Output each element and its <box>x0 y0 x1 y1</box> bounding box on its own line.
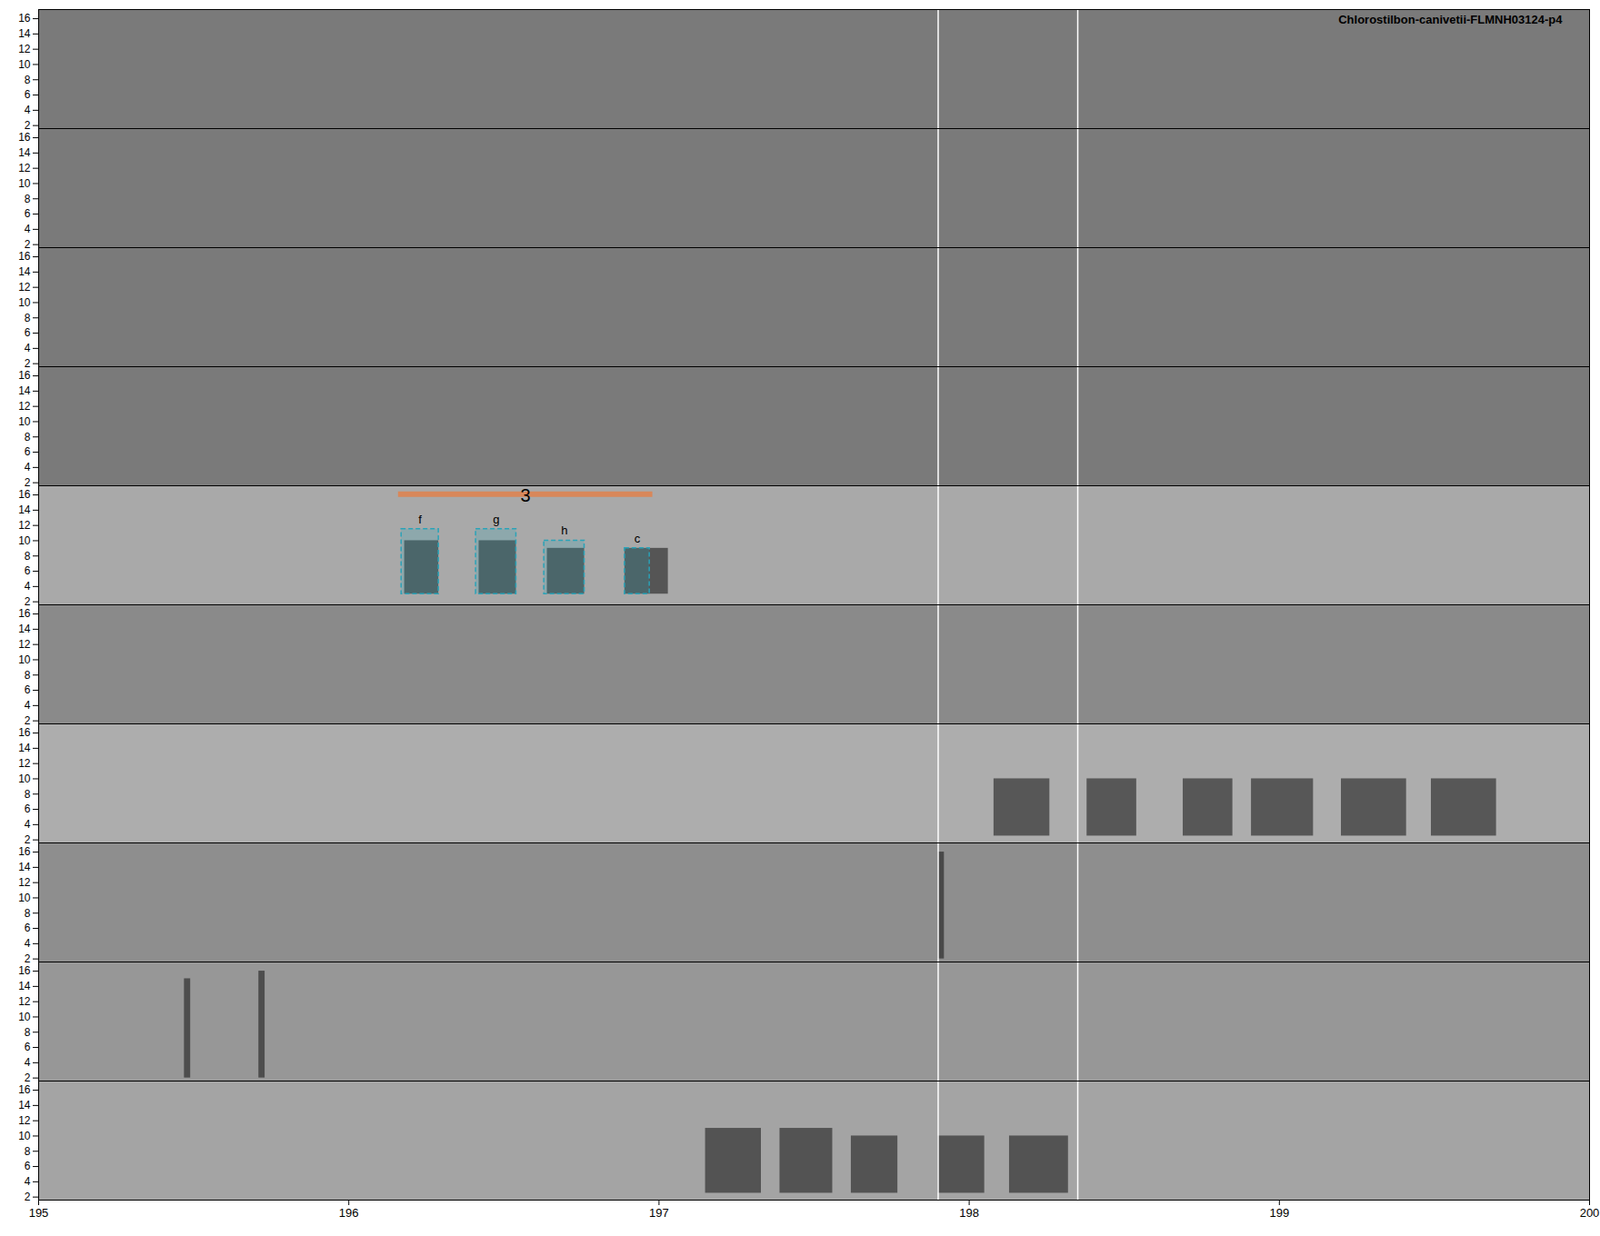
svg-text:6: 6 <box>24 1040 31 1054</box>
svg-text:6: 6 <box>24 1160 31 1173</box>
svg-text:10: 10 <box>18 653 31 667</box>
svg-text:8: 8 <box>24 550 31 563</box>
svg-text:6: 6 <box>24 326 31 340</box>
svg-text:4: 4 <box>24 1056 31 1070</box>
svg-text:2: 2 <box>24 238 31 251</box>
svg-text:12: 12 <box>18 42 31 56</box>
svg-text:10: 10 <box>18 1010 31 1024</box>
svg-text:10: 10 <box>18 296 31 310</box>
svg-text:196: 196 <box>339 1206 360 1220</box>
svg-text:2: 2 <box>24 833 31 847</box>
svg-text:4: 4 <box>24 580 31 593</box>
svg-text:8: 8 <box>24 73 31 87</box>
svg-text:2: 2 <box>24 952 31 966</box>
svg-text:10: 10 <box>18 58 31 71</box>
svg-text:10: 10 <box>18 534 31 548</box>
svg-text:16: 16 <box>18 607 31 620</box>
svg-text:4: 4 <box>24 460 31 474</box>
svg-text:8: 8 <box>24 788 31 801</box>
svg-text:12: 12 <box>18 876 31 890</box>
svg-text:6: 6 <box>24 921 31 935</box>
svg-text:6: 6 <box>24 207 31 220</box>
svg-text:14: 14 <box>18 980 31 993</box>
svg-text:2: 2 <box>24 1071 31 1085</box>
svg-text:16: 16 <box>18 964 31 978</box>
svg-text:4: 4 <box>24 937 31 950</box>
svg-text:4: 4 <box>24 341 31 355</box>
svg-text:12: 12 <box>18 1114 31 1128</box>
svg-text:h: h <box>560 523 568 538</box>
svg-text:2: 2 <box>24 476 31 490</box>
svg-text:2: 2 <box>24 595 31 609</box>
svg-text:199: 199 <box>1269 1206 1290 1220</box>
svg-text:16: 16 <box>18 369 31 382</box>
svg-text:14: 14 <box>18 27 31 40</box>
svg-text:16: 16 <box>18 726 31 740</box>
svg-text:4: 4 <box>24 222 31 236</box>
svg-text:3: 3 <box>520 485 531 506</box>
svg-text:198: 198 <box>959 1206 980 1220</box>
svg-text:6: 6 <box>24 683 31 697</box>
svg-text:12: 12 <box>18 757 31 770</box>
svg-text:16: 16 <box>18 845 31 859</box>
svg-text:195: 195 <box>29 1206 50 1220</box>
svg-text:4: 4 <box>24 1175 31 1189</box>
svg-text:12: 12 <box>18 638 31 651</box>
svg-text:2: 2 <box>24 714 31 728</box>
svg-text:6: 6 <box>24 445 31 459</box>
svg-text:16: 16 <box>18 1083 31 1097</box>
svg-text:10: 10 <box>18 891 31 905</box>
svg-text:12: 12 <box>18 519 31 532</box>
svg-text:6: 6 <box>24 564 31 578</box>
svg-text:12: 12 <box>18 400 31 413</box>
svg-text:8: 8 <box>24 1026 31 1040</box>
svg-text:c: c <box>634 531 641 546</box>
svg-text:8: 8 <box>24 430 31 444</box>
svg-text:16: 16 <box>18 11 31 25</box>
svg-text:10: 10 <box>18 415 31 429</box>
svg-text:8: 8 <box>24 192 31 206</box>
svg-text:14: 14 <box>18 622 31 636</box>
svg-text:f: f <box>418 512 422 527</box>
svg-text:8: 8 <box>24 669 31 682</box>
svg-text:200: 200 <box>1580 1206 1600 1220</box>
svg-text:12: 12 <box>18 995 31 1009</box>
svg-text:16: 16 <box>18 488 31 501</box>
svg-text:g: g <box>492 512 500 527</box>
svg-text:8: 8 <box>24 1145 31 1159</box>
svg-text:14: 14 <box>18 503 31 517</box>
svg-text:6: 6 <box>24 802 31 816</box>
svg-text:16: 16 <box>18 250 31 263</box>
svg-text:10: 10 <box>18 177 31 190</box>
svg-text:14: 14 <box>18 1099 31 1112</box>
svg-text:16: 16 <box>18 130 31 144</box>
svg-text:14: 14 <box>18 146 31 160</box>
svg-text:8: 8 <box>24 907 31 920</box>
svg-text:10: 10 <box>18 1130 31 1143</box>
svg-text:Chlorostilbon-canivetii-FLMNH0: Chlorostilbon-canivetii-FLMNH03124-p4 <box>1338 12 1563 27</box>
svg-text:2: 2 <box>24 357 31 370</box>
svg-text:4: 4 <box>24 818 31 831</box>
svg-text:14: 14 <box>18 384 31 398</box>
svg-text:4: 4 <box>24 103 31 117</box>
svg-text:14: 14 <box>18 741 31 755</box>
svg-text:10: 10 <box>18 772 31 786</box>
svg-text:14: 14 <box>18 265 31 279</box>
svg-text:12: 12 <box>18 280 31 294</box>
svg-text:2: 2 <box>24 119 31 132</box>
svg-text:4: 4 <box>24 699 31 712</box>
svg-text:197: 197 <box>649 1206 670 1220</box>
svg-text:6: 6 <box>24 88 31 101</box>
svg-text:2: 2 <box>24 1190 31 1204</box>
svg-text:8: 8 <box>24 311 31 325</box>
svg-text:12: 12 <box>18 161 31 175</box>
svg-text:14: 14 <box>18 860 31 874</box>
